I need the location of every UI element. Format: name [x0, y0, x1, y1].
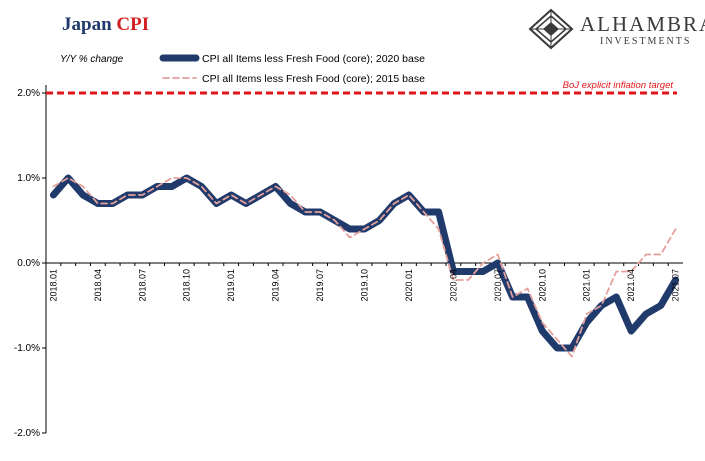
- y-tick-label: -2.0%: [14, 428, 40, 439]
- x-tick-label-group: 2020.04: [448, 269, 458, 302]
- chart-title-prefix: Japan: [62, 14, 112, 35]
- x-tick-label: 2018.07: [137, 269, 147, 302]
- x-tick-label: 2019.10: [360, 269, 370, 302]
- x-tick-label: 2019.01: [226, 269, 236, 302]
- x-tick-label: 2018.01: [48, 269, 58, 302]
- brand-logo: ALHAMBRA INVESTMENTS: [528, 8, 705, 50]
- x-tick-label: 2021.01: [582, 269, 592, 302]
- x-tick-label: 2021.07: [671, 269, 681, 302]
- series-line-2: [52, 177, 677, 358]
- x-tick-label: 2021.04: [626, 269, 636, 302]
- x-tick-label-group: 2018.04: [93, 269, 103, 302]
- x-tick-label-group: 2019.07: [315, 269, 325, 302]
- unit-label: Y/Y % change: [60, 54, 124, 65]
- y-tick-label: 2.0%: [17, 88, 40, 99]
- legend: CPI all Items less Fresh Food (core); 20…: [159, 53, 425, 85]
- x-tick-label: 2018.04: [93, 269, 103, 302]
- chart-title-accent: CPI: [116, 14, 150, 35]
- legend-label-2: CPI all Items less Fresh Food (core); 20…: [202, 73, 425, 85]
- x-tick-label: 2018.10: [182, 269, 192, 302]
- brand-subtitle: INVESTMENTS: [600, 36, 692, 47]
- y-tick-label: 0.0%: [17, 258, 40, 269]
- x-tick-label: 2020.07: [493, 269, 503, 302]
- x-tick-label-group: 2020.10: [537, 269, 547, 302]
- x-tick-label-group: 2018.01: [48, 269, 58, 302]
- x-tick-label-group: 2020.01: [404, 269, 414, 302]
- x-tick-label-group: 2021.01: [582, 269, 592, 302]
- alhambra-diamond-icon: [528, 8, 574, 50]
- x-tick-label-group: 2021.07: [671, 269, 681, 302]
- x-tick-label-group: 2020.07: [493, 269, 503, 302]
- x-tick-label: 2020.10: [537, 269, 547, 302]
- x-tick-label-group: 2018.07: [137, 269, 147, 302]
- x-tick-label-group: 2019.04: [271, 269, 281, 302]
- y-tick-label: -1.0%: [14, 343, 40, 354]
- inflation-target-label: BoJ explicit inflation target: [563, 80, 674, 91]
- x-tick-label-group: 2018.10: [182, 269, 192, 302]
- chart-title: Japan CPI: [62, 14, 149, 36]
- x-tick-label-group: 2019.10: [360, 269, 370, 302]
- x-tick-label: 2020.01: [404, 269, 414, 302]
- x-tick-label: 2019.07: [315, 269, 325, 302]
- brand-name: ALHAMBRA: [580, 12, 705, 36]
- x-tick-label: 2020.04: [448, 269, 458, 302]
- y-tick-label: 1.0%: [17, 173, 40, 184]
- x-tick-label: 2019.04: [271, 269, 281, 302]
- plot-area: 2.0% 1.0% 0.0% -1.0% -2.0% BoJ explicit infla…: [14, 80, 683, 439]
- x-tick-label-group: 2019.01: [226, 269, 236, 302]
- x-tick-label-group: 2021.04: [626, 269, 636, 302]
- legend-label-1: CPI all Items less Fresh Food (core); 20…: [202, 53, 425, 65]
